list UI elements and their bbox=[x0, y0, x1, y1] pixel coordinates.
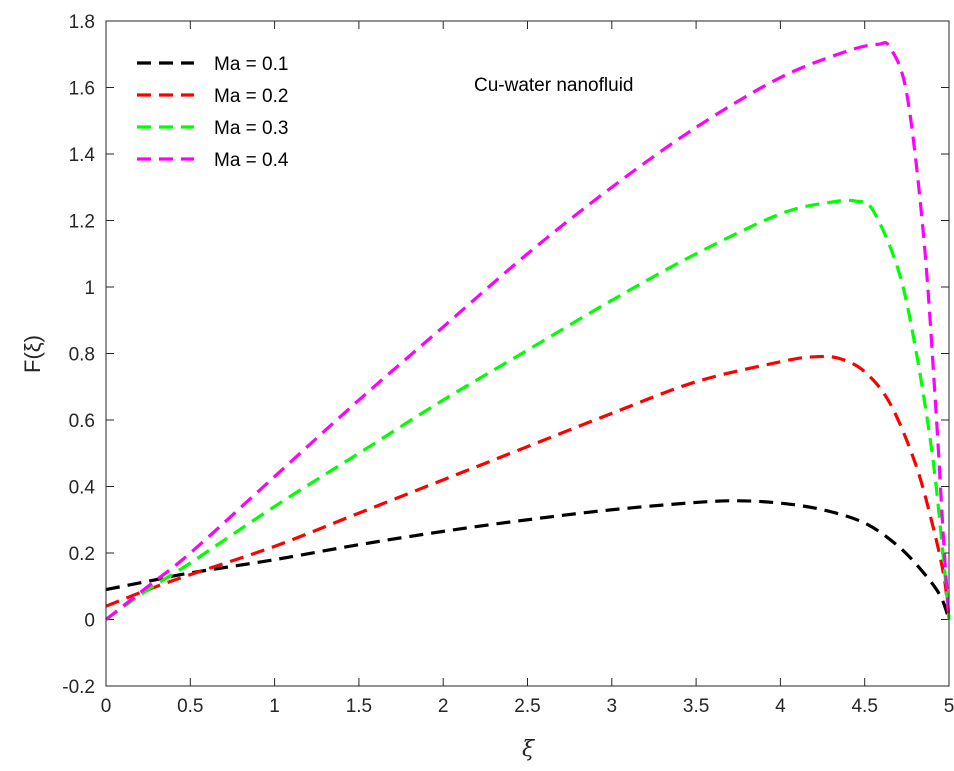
x-tick-label: 5 bbox=[944, 696, 954, 717]
y-tick-label: 0.6 bbox=[69, 411, 95, 432]
x-tick-label: 1.5 bbox=[346, 696, 372, 717]
chart-annotation: Cu-water nanofluid bbox=[474, 75, 633, 96]
x-tick-label: 1 bbox=[269, 696, 280, 717]
y-tick-label: 1.2 bbox=[69, 212, 95, 233]
y-tick-label: 1 bbox=[84, 278, 95, 299]
x-tick-label: 4.5 bbox=[851, 696, 877, 717]
y-tick-label: 1.4 bbox=[69, 145, 96, 166]
x-tick-label: 0.5 bbox=[177, 696, 203, 717]
x-tick-label: 2.5 bbox=[514, 696, 540, 717]
x-tick-label: 4 bbox=[775, 696, 786, 717]
x-tick-label: 3 bbox=[607, 696, 618, 717]
y-tick-label: 0.2 bbox=[69, 544, 95, 565]
legend-label-3: Ma = 0.3 bbox=[214, 118, 288, 139]
y-axis-label: F(ξ) bbox=[20, 335, 45, 373]
x-tick-label: 3.5 bbox=[683, 696, 709, 717]
x-axis-label: ξ bbox=[522, 737, 536, 762]
y-tick-label: 1.8 bbox=[69, 12, 95, 33]
y-tick-label: 1.6 bbox=[69, 79, 95, 100]
legend-label-2: Ma = 0.2 bbox=[214, 86, 288, 107]
legend-label-1: Ma = 0.1 bbox=[214, 54, 288, 75]
x-tick-label: 2 bbox=[438, 696, 449, 717]
y-tick-label: 0.4 bbox=[69, 478, 96, 499]
legend-label-4: Ma = 0.4 bbox=[214, 150, 289, 171]
y-tick-label: 0.8 bbox=[69, 345, 95, 366]
y-tick-label: -0.2 bbox=[62, 677, 95, 698]
x-tick-label: 0 bbox=[101, 696, 112, 717]
y-tick-label: 0 bbox=[84, 611, 95, 632]
